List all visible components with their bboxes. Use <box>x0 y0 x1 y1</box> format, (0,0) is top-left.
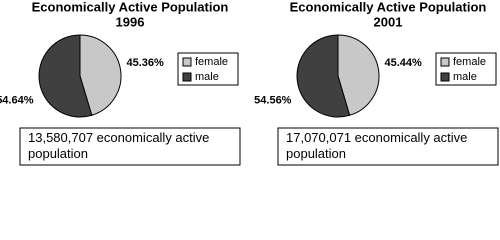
legend-swatch <box>182 57 192 67</box>
legend-swatch <box>440 72 450 82</box>
chart-title: Economically Active Population <box>290 0 487 14</box>
annotation-box <box>19 127 241 166</box>
annotation-container: 17,070,071 economically active populatio… <box>286 130 468 161</box>
chart-title: Economically Active Population <box>32 0 229 14</box>
pie-slice <box>79 34 122 116</box>
chart-subtitle: 2001 <box>374 14 403 29</box>
pie-slice <box>337 34 380 116</box>
annotation: 17,070,071 economically active populatio… <box>286 130 468 161</box>
legend-label: male <box>195 71 219 83</box>
legend-label: female <box>195 56 228 68</box>
legend-label: female <box>453 56 486 68</box>
legend-swatch <box>440 57 450 67</box>
legend-swatch <box>182 72 192 82</box>
value-label: 54.56% <box>254 95 292 107</box>
chart: Economically Active Population199645.36%… <box>0 0 499 166</box>
value-label: 45.36% <box>127 57 165 69</box>
annotation-box <box>277 127 499 166</box>
annotation-container: 13,580,707 economically active populatio… <box>28 130 210 161</box>
pie-slice <box>296 34 351 118</box>
value-label: 45.44% <box>385 57 423 69</box>
value-label: 54.64% <box>0 95 34 107</box>
legend-label: male <box>453 71 477 83</box>
chart-subtitle: 1996 <box>116 14 145 29</box>
annotation: 13,580,707 economically active populatio… <box>28 130 210 161</box>
pie-slice <box>38 34 93 118</box>
